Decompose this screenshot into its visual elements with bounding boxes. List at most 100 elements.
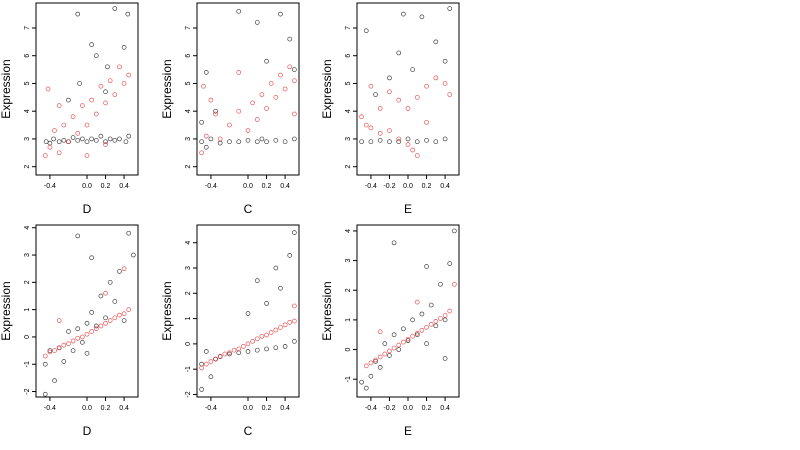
data-point xyxy=(387,353,392,358)
data-point xyxy=(273,327,279,333)
data-point xyxy=(419,311,425,317)
data-point xyxy=(359,139,364,145)
data-point xyxy=(236,346,242,352)
data-point xyxy=(70,338,76,344)
data-point xyxy=(359,114,364,120)
x-axis-title: E xyxy=(404,202,412,216)
data-point xyxy=(373,357,378,363)
data-point xyxy=(254,117,260,122)
data-point xyxy=(75,11,81,17)
data-point xyxy=(84,122,90,128)
data-point xyxy=(45,86,51,92)
data-point xyxy=(414,299,420,305)
data-point xyxy=(254,20,260,25)
data-point xyxy=(93,111,99,117)
data-point xyxy=(396,136,402,142)
data-point xyxy=(203,133,209,139)
data-point xyxy=(52,378,57,383)
data-point xyxy=(236,139,242,145)
data-point xyxy=(56,345,62,351)
data-point xyxy=(414,94,420,100)
y-tick-label: 3 xyxy=(24,137,31,141)
data-point xyxy=(405,336,411,342)
y-tick-label: 6 xyxy=(345,54,352,58)
y-tick-label: 1 xyxy=(345,318,352,322)
data-point xyxy=(199,365,204,371)
data-point xyxy=(368,125,374,131)
data-point xyxy=(93,137,99,143)
plot-frame xyxy=(35,2,139,176)
data-point xyxy=(103,89,108,95)
data-point xyxy=(227,122,232,128)
data-point xyxy=(208,136,214,142)
data-point xyxy=(61,359,67,364)
y-axis-title: Expression xyxy=(320,281,334,340)
data-point xyxy=(103,320,108,326)
data-point xyxy=(245,137,251,143)
panel-3: -0.4 -0.2 0.0 0.2 0.4 2 3 4 5 6 7 E Expression xyxy=(320,2,460,216)
data-point xyxy=(103,315,108,321)
x-tick-label: 0.2 xyxy=(101,183,111,190)
data-point xyxy=(121,81,127,86)
y-tick-label: 3 xyxy=(24,253,31,257)
data-point xyxy=(405,106,411,111)
data-point xyxy=(213,356,218,362)
data-point xyxy=(287,64,293,70)
panel-4: -0.4 0.0 0.2 0.4 -2 -1 0 1 2 3 4 D Expression xyxy=(0,224,139,438)
data-point xyxy=(56,139,62,145)
data-point xyxy=(405,142,411,147)
data-point xyxy=(377,131,383,136)
y-tick-label: 2 xyxy=(185,291,192,295)
data-point xyxy=(245,349,251,354)
data-point xyxy=(391,345,397,351)
data-point xyxy=(382,351,388,357)
data-point xyxy=(447,308,453,314)
x-tick-label: 0.4 xyxy=(280,405,290,412)
y-tick-label: 4 xyxy=(24,109,31,113)
data-point xyxy=(203,349,209,354)
data-point xyxy=(227,139,232,145)
data-point xyxy=(98,323,104,329)
data-point xyxy=(387,128,392,133)
x-tick-label: 0.0 xyxy=(403,405,413,412)
y-tick-label: 0 xyxy=(24,335,31,339)
y-tick-label: 6 xyxy=(185,54,192,58)
data-point xyxy=(268,81,274,86)
data-point xyxy=(93,53,99,59)
data-point xyxy=(410,317,415,323)
data-point xyxy=(80,136,85,142)
data-point xyxy=(121,45,127,50)
panel-5: -0.4 0.0 0.2 0.4 -2 -1 0 1 2 3 4 C Expression xyxy=(160,224,300,438)
data-point xyxy=(414,139,420,145)
x-tick-label: -0.4 xyxy=(205,405,217,412)
x-tick-label: 0.0 xyxy=(82,405,92,412)
y-tick-label: 0 xyxy=(185,342,192,346)
data-point xyxy=(363,385,369,391)
panel-1: -0.4 0.0 0.2 0.4 2 3 4 5 6 7 D Expression xyxy=(0,2,139,216)
data-point xyxy=(442,58,448,64)
y-tick-label: 2 xyxy=(24,165,31,169)
data-point xyxy=(264,139,269,145)
data-point xyxy=(70,348,76,353)
x-tick-label: 0.4 xyxy=(119,405,129,412)
data-point xyxy=(203,144,209,150)
data-point xyxy=(259,136,265,142)
data-point xyxy=(126,72,132,78)
data-point xyxy=(112,137,118,143)
data-point xyxy=(93,323,99,329)
data-point xyxy=(89,255,94,261)
data-point xyxy=(61,342,67,348)
y-tick-label: 3 xyxy=(345,259,352,263)
x-tick-label: 0.4 xyxy=(280,183,290,190)
data-point xyxy=(112,6,118,11)
data-point xyxy=(433,139,439,145)
data-point xyxy=(199,361,204,367)
data-point xyxy=(433,75,439,81)
data-point xyxy=(103,100,108,106)
data-point xyxy=(377,329,383,335)
data-point xyxy=(414,330,420,336)
data-point xyxy=(121,311,127,317)
data-point xyxy=(442,317,448,323)
x-tick-label: 0.2 xyxy=(101,405,111,412)
data-point xyxy=(105,64,110,70)
